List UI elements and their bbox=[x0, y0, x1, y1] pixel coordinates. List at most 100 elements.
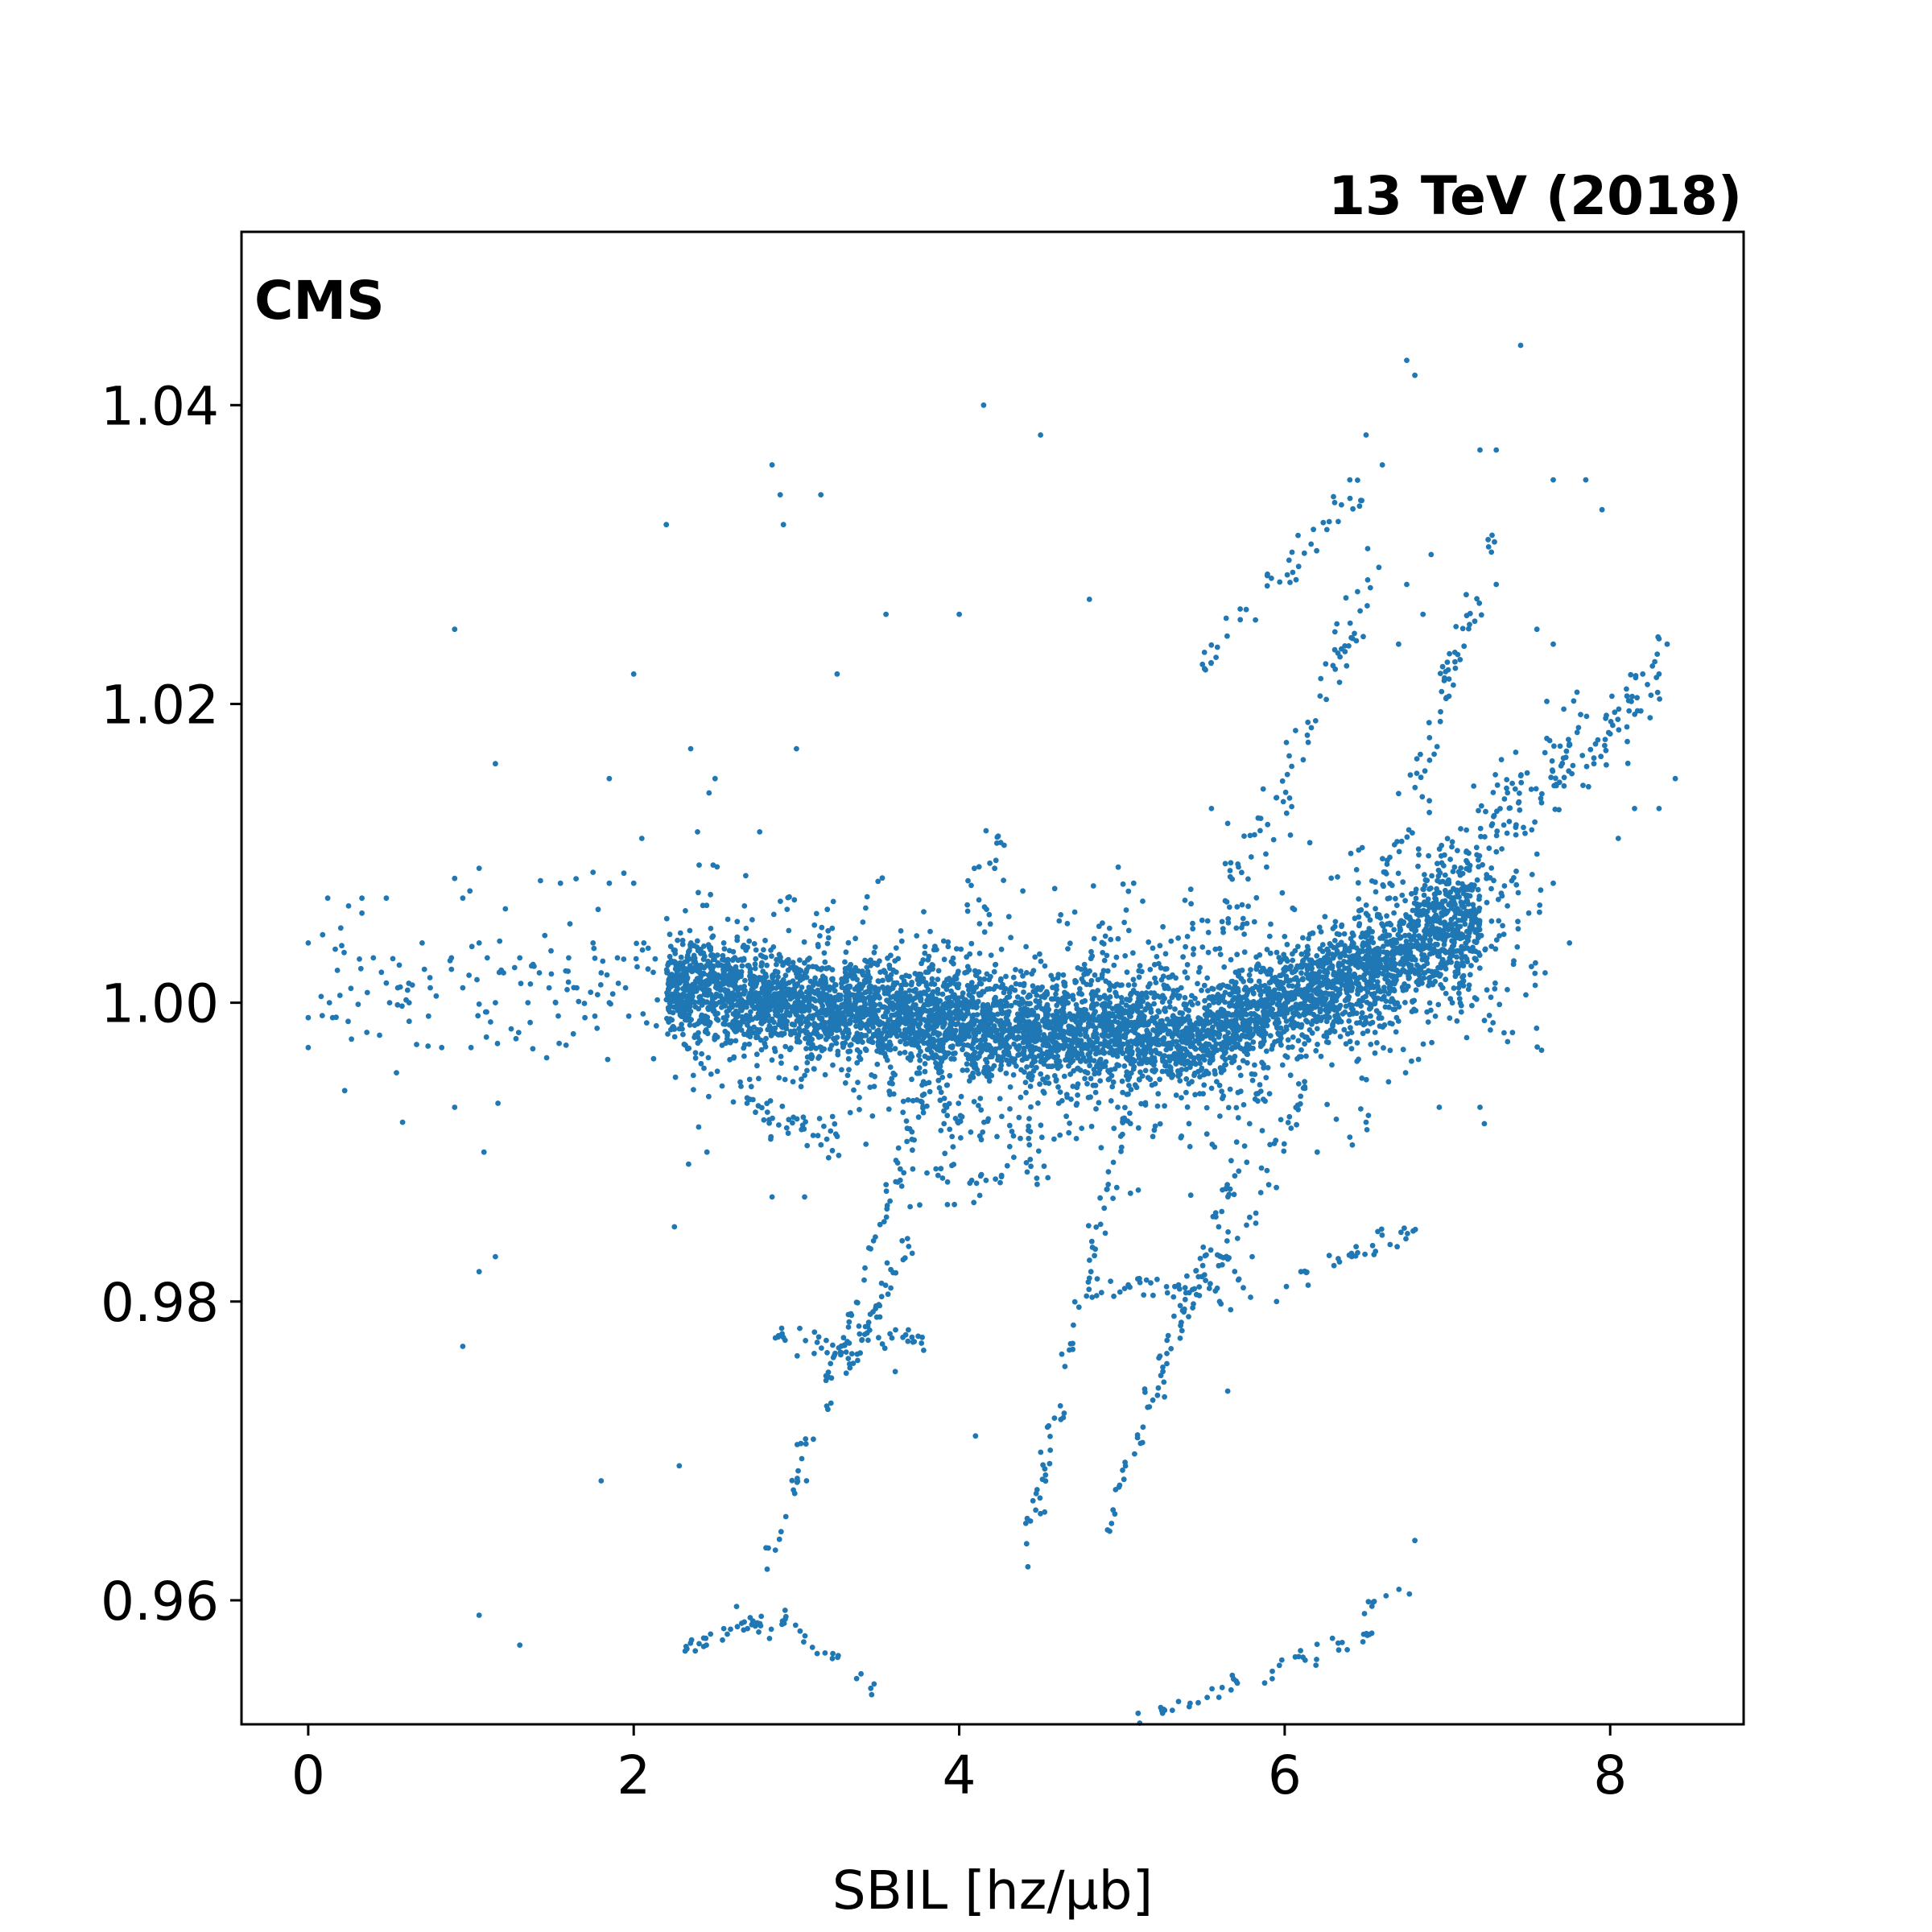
data-point bbox=[1467, 972, 1473, 978]
data-point bbox=[1386, 932, 1393, 939]
data-point bbox=[902, 1050, 908, 1055]
data-point bbox=[1422, 927, 1429, 934]
data-point bbox=[1235, 1012, 1241, 1018]
data-point bbox=[1441, 947, 1447, 953]
data-point bbox=[965, 1003, 972, 1009]
data-point bbox=[1210, 986, 1216, 992]
data-point bbox=[1476, 950, 1482, 956]
data-point bbox=[1399, 892, 1406, 898]
data-point bbox=[940, 983, 947, 989]
data-point bbox=[1339, 922, 1345, 928]
data-point bbox=[1184, 934, 1191, 939]
data-point bbox=[1432, 941, 1439, 947]
data-point bbox=[1212, 1067, 1218, 1074]
data-point bbox=[1381, 949, 1387, 955]
data-point bbox=[1192, 1046, 1199, 1052]
data-point bbox=[1318, 1053, 1324, 1059]
data-point bbox=[1248, 1010, 1254, 1017]
data-point bbox=[856, 1054, 862, 1060]
data-point bbox=[930, 1025, 936, 1031]
data-point bbox=[746, 938, 753, 944]
data-point bbox=[741, 990, 747, 996]
data-point bbox=[1311, 1001, 1317, 1008]
data-point bbox=[1402, 932, 1408, 939]
data-point bbox=[744, 1004, 749, 1010]
data-point bbox=[1395, 931, 1402, 938]
data-point bbox=[872, 1009, 878, 1015]
data-point bbox=[897, 1051, 903, 1056]
data-point bbox=[832, 1010, 837, 1017]
data-point bbox=[678, 954, 684, 960]
data-point bbox=[1235, 1027, 1241, 1034]
data-point bbox=[1355, 964, 1361, 970]
data-point bbox=[1391, 927, 1397, 933]
data-point bbox=[892, 1046, 898, 1052]
data-point bbox=[663, 915, 670, 922]
data-point bbox=[1174, 992, 1180, 998]
data-point bbox=[716, 961, 723, 968]
data-point bbox=[1356, 974, 1363, 980]
data-point bbox=[1364, 1028, 1371, 1034]
data-point bbox=[894, 1034, 900, 1039]
data-point bbox=[667, 960, 674, 966]
data-point bbox=[1182, 969, 1188, 975]
data-point bbox=[1381, 993, 1387, 1000]
data-point bbox=[1307, 963, 1313, 969]
data-point bbox=[1243, 985, 1249, 991]
data-point bbox=[1183, 1039, 1189, 1046]
data-point bbox=[1050, 996, 1055, 1002]
data-point bbox=[1315, 997, 1321, 1003]
data-point bbox=[752, 965, 758, 972]
data-point bbox=[1426, 852, 1431, 859]
data-point bbox=[1432, 1013, 1439, 1019]
data-point bbox=[869, 1072, 874, 1078]
data-point bbox=[775, 974, 781, 980]
data-point bbox=[1216, 1082, 1223, 1088]
data-point bbox=[1055, 1034, 1061, 1040]
data-point bbox=[1405, 983, 1411, 989]
data-point bbox=[1314, 1018, 1319, 1025]
data-point bbox=[1163, 1046, 1170, 1053]
data-point bbox=[880, 977, 886, 984]
data-point bbox=[1187, 999, 1194, 1005]
data-point bbox=[815, 942, 821, 947]
data-point bbox=[1030, 1046, 1037, 1053]
data-point bbox=[986, 976, 993, 983]
data-point bbox=[669, 972, 675, 977]
data-point bbox=[745, 1018, 752, 1024]
data-point bbox=[1200, 1018, 1206, 1025]
data-point bbox=[883, 1009, 890, 1016]
data-point bbox=[680, 1031, 686, 1038]
data-point bbox=[1265, 985, 1272, 992]
data-point bbox=[1348, 1025, 1353, 1031]
data-point bbox=[1203, 1006, 1210, 1013]
data-point bbox=[866, 1028, 873, 1034]
data-point bbox=[993, 994, 998, 1001]
data-point bbox=[1237, 1072, 1244, 1079]
data-point bbox=[1253, 1013, 1259, 1018]
data-point bbox=[1169, 994, 1175, 1001]
data-point bbox=[785, 967, 791, 973]
data-point bbox=[845, 939, 852, 946]
data-point bbox=[1222, 999, 1228, 1005]
data-point bbox=[845, 1055, 852, 1062]
data-point bbox=[1011, 1041, 1017, 1047]
data-point bbox=[1373, 906, 1378, 912]
data-point bbox=[1422, 970, 1428, 976]
data-point bbox=[1191, 1070, 1198, 1076]
data-point bbox=[1187, 1043, 1194, 1050]
data-point bbox=[1170, 1072, 1176, 1079]
data-point bbox=[1050, 976, 1056, 982]
data-point bbox=[1125, 1023, 1130, 1030]
data-point bbox=[1082, 1075, 1088, 1082]
data-point bbox=[1406, 932, 1412, 939]
data-point bbox=[733, 1038, 739, 1044]
data-point bbox=[1414, 911, 1420, 917]
data-point bbox=[1146, 984, 1151, 990]
data-point bbox=[1002, 1039, 1008, 1046]
data-point bbox=[700, 956, 707, 962]
data-point bbox=[977, 1019, 984, 1025]
data-point bbox=[1247, 1026, 1253, 1032]
data-point bbox=[738, 1027, 745, 1033]
data-point bbox=[1364, 947, 1370, 954]
